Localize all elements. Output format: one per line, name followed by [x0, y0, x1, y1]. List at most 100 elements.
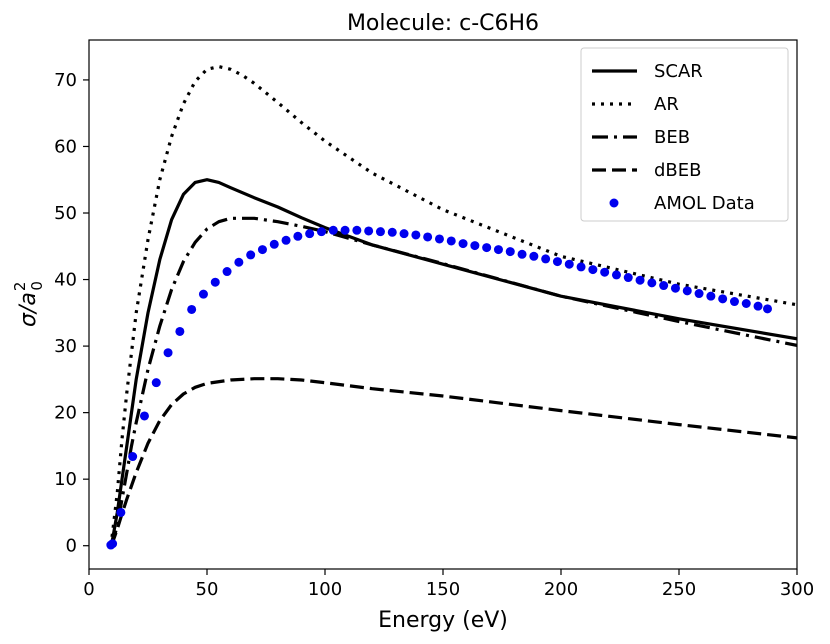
- data-point: [529, 251, 539, 261]
- x-tick-label: 50: [196, 579, 219, 600]
- legend-item-amol-data: AMOL Data: [609, 193, 755, 214]
- data-point: [352, 225, 362, 235]
- data-point: [187, 304, 197, 314]
- data-point: [269, 239, 279, 249]
- data-point: [576, 262, 586, 272]
- data-point: [234, 257, 244, 267]
- series-line-dbeb: [109, 377, 797, 547]
- y-axis-label-sub: 0: [28, 281, 46, 291]
- data-point: [458, 239, 468, 249]
- data-point: [647, 278, 657, 288]
- data-point: [340, 225, 350, 235]
- data-point: [763, 304, 772, 314]
- data-point: [505, 247, 515, 257]
- y-tick-label: 70: [54, 70, 77, 91]
- x-tick-label: 150: [426, 579, 460, 600]
- data-point: [564, 259, 574, 269]
- data-point: [470, 241, 480, 251]
- y-axis-label-sup: 2: [11, 282, 29, 292]
- y-tick-label: 40: [54, 270, 77, 291]
- data-point: [741, 299, 751, 309]
- x-tick-label: 200: [544, 579, 578, 600]
- data-point: [198, 289, 208, 299]
- data-point: [293, 231, 303, 241]
- data-point: [706, 291, 716, 301]
- data-point: [175, 326, 185, 336]
- series-line-scar: [109, 178, 797, 547]
- series-line-beb: [109, 216, 797, 547]
- data-point: [623, 273, 633, 283]
- data-point: [682, 286, 692, 296]
- legend-label: dBEB: [654, 160, 702, 181]
- data-point: [257, 245, 267, 255]
- y-tick-label: 10: [54, 469, 77, 490]
- legend-frame: [580, 47, 789, 222]
- data-point: [493, 245, 503, 255]
- legend-item-dbeb: dBEB: [592, 160, 702, 181]
- data-point: [446, 236, 456, 246]
- series-layer: [106, 64, 797, 550]
- y-axis: 0 10 20 30 40 50 60 70: [54, 70, 89, 557]
- data-point: [128, 452, 138, 462]
- data-point: [611, 270, 621, 280]
- data-point: [375, 227, 385, 237]
- data-point: [151, 378, 161, 388]
- data-point: [753, 301, 763, 311]
- data-point: [210, 277, 220, 287]
- x-tick-label: 300: [780, 579, 814, 600]
- data-point: [116, 507, 126, 517]
- y-tick-label: 20: [54, 403, 77, 424]
- legend-item-ar: AR: [592, 94, 679, 115]
- legend-label: BEB: [654, 127, 690, 148]
- data-point: [635, 275, 645, 285]
- data-point: [328, 225, 338, 235]
- y-axis-label: σ/a20: [11, 281, 46, 327]
- data-point: [552, 257, 562, 267]
- y-tick-label: 30: [54, 336, 77, 357]
- data-point: [517, 249, 527, 259]
- series-line-ar: [109, 64, 797, 546]
- data-point: [222, 267, 232, 277]
- legend: SCAR AR BEB dBEB AMOL Data: [580, 47, 789, 222]
- y-tick-label: 50: [54, 203, 77, 224]
- data-point: [316, 227, 326, 237]
- legend-label: AR: [654, 94, 679, 115]
- legend-marker: [609, 198, 619, 208]
- data-point: [246, 250, 256, 260]
- legend-item-scar: SCAR: [592, 61, 703, 82]
- data-point: [281, 235, 291, 245]
- data-point: [434, 234, 444, 244]
- y-tick-label: 0: [66, 536, 77, 557]
- data-point: [600, 267, 610, 277]
- data-point: [718, 294, 728, 304]
- data-point: [659, 281, 669, 291]
- data-point: [729, 297, 739, 307]
- data-point: [482, 243, 492, 253]
- series-amol-data: [106, 225, 772, 550]
- legend-label: AMOL Data: [654, 193, 755, 214]
- x-axis: 0 50 100 150 200 250 300: [83, 569, 814, 600]
- data-point: [163, 348, 173, 358]
- data-point: [670, 283, 680, 293]
- data-point: [541, 254, 551, 264]
- data-point: [139, 411, 149, 421]
- x-tick-label: 100: [308, 579, 342, 600]
- data-point: [305, 229, 315, 239]
- x-tick-label: 250: [662, 579, 696, 600]
- chart-title: Molecule: c-C6H6: [347, 11, 539, 36]
- legend-item-beb: BEB: [592, 127, 690, 148]
- data-point: [423, 232, 433, 242]
- data-point: [387, 227, 397, 237]
- data-point: [399, 229, 409, 239]
- y-axis-label-base: σ/a: [16, 292, 41, 327]
- data-point: [364, 226, 374, 236]
- data-point: [108, 539, 118, 549]
- legend-label: SCAR: [654, 61, 703, 82]
- data-point: [411, 230, 421, 240]
- x-axis-label: Energy (eV): [378, 608, 508, 633]
- data-point: [588, 265, 598, 275]
- y-tick-label: 60: [54, 136, 77, 157]
- x-tick-label: 0: [83, 579, 94, 600]
- data-point: [694, 289, 704, 299]
